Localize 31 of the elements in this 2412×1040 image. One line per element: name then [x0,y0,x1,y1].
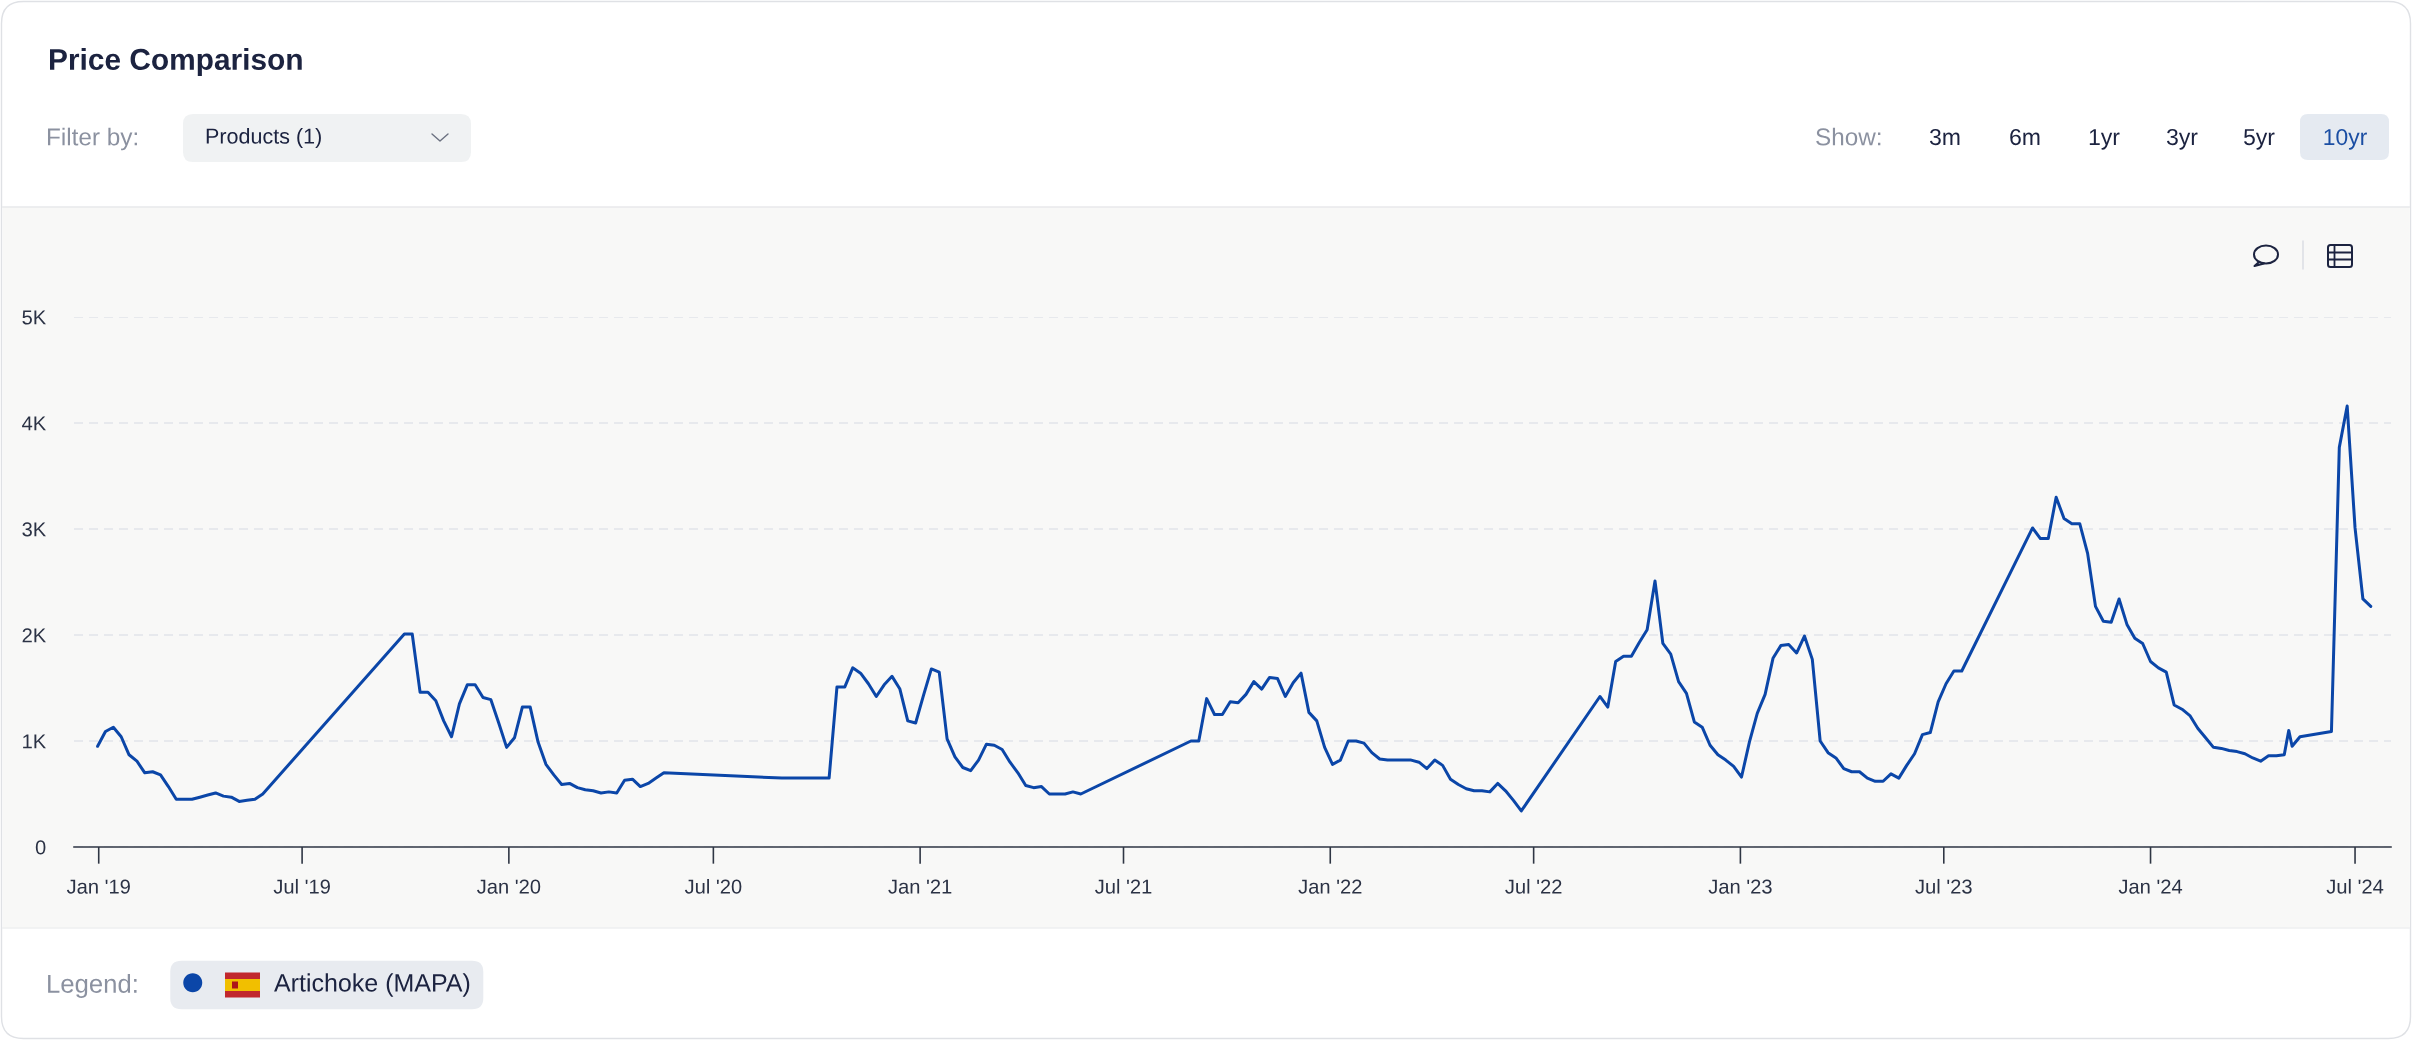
text: 5yr [2244,129,2275,150]
text: 10yr [2324,128,2367,150]
line-series [96,404,2373,813]
text: 6m [2010,128,2040,146]
text: 1yr [2089,129,2120,150]
y-tick-label: 1K [23,734,46,749]
x-tick-label: Jul '21 [1095,878,1152,894]
y-tick-label: 3K [22,522,46,537]
text: Filter by: [47,127,137,151]
x-tick-label: Jul '19 [273,878,330,894]
y-tick-label: 5K [22,310,46,325]
x-tick-label: Jul '22 [1505,878,1562,894]
legend-title: Legend: [48,974,137,998]
x-tick-label: Jul '24 [2326,878,2384,894]
x-tick-label: Jan '23 [1708,879,1772,894]
x-tick-label: Jan '19 [66,879,130,894]
x-tick-label: Jan '20 [477,879,541,894]
y-tick-label: 2K [22,628,46,643]
x-tick-label: Jan '24 [2118,879,2183,894]
text: 3m [1929,128,1960,146]
text: Artichoke (MAPA) [274,973,470,997]
chart-title: Price Comparison [50,48,302,76]
x-tick-label: Jan '22 [1298,879,1362,894]
text: Show: [1816,127,1881,146]
x-tick-label: Jul '23 [1915,878,1972,894]
x-tick-label: Jul '20 [684,878,742,894]
x-tick-label: Jan '21 [888,879,952,894]
text: Products (1) [206,127,321,149]
y-tick-label: 0 [35,840,46,855]
y-tick-label: 4K [22,416,46,431]
text: 3yr [2166,128,2198,150]
